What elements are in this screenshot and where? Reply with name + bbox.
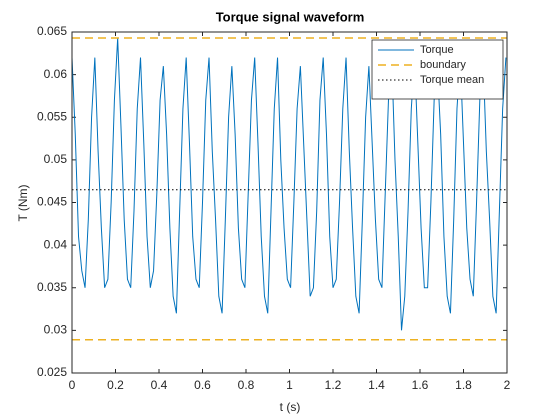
x-tick-label: 0.2	[107, 378, 124, 392]
x-tick-label: 0.6	[194, 378, 211, 392]
x-tick-label: 1.4	[368, 378, 385, 392]
x-tick-label: 0	[69, 378, 76, 392]
y-tick-label: 0.05	[44, 152, 68, 166]
y-tick-label: 0.065	[37, 24, 67, 38]
x-tick-label: 0.8	[238, 378, 255, 392]
y-tick-label: 0.06	[44, 67, 68, 81]
y-tick-label: 0.03	[44, 323, 68, 337]
legend-label: Torque mean	[420, 74, 484, 86]
data-line	[71, 37, 507, 331]
y-tick-label: 0.055	[37, 109, 67, 123]
y-tick-label: 0.045	[37, 195, 67, 209]
y-tick-label: 0.035	[37, 280, 67, 294]
x-tick-label: 1.2	[325, 378, 342, 392]
chart-title: Torque signal waveform	[216, 9, 365, 24]
legend-label: Torque	[420, 44, 454, 56]
x-tick-label: 0.4	[151, 378, 168, 392]
x-tick-label: 2	[504, 378, 511, 392]
x-tick-label: 1.6	[412, 378, 429, 392]
x-tick-label: 1	[286, 378, 293, 392]
x-axis-label: t (s)	[280, 400, 301, 414]
legend-label: boundary	[420, 59, 466, 71]
y-axis-label: T (Nm)	[16, 184, 30, 221]
y-tick-label: 0.025	[37, 365, 67, 379]
x-tick-label: 1.8	[455, 378, 472, 392]
y-tick-label: 0.04	[44, 237, 68, 251]
axes-box	[71, 31, 508, 374]
